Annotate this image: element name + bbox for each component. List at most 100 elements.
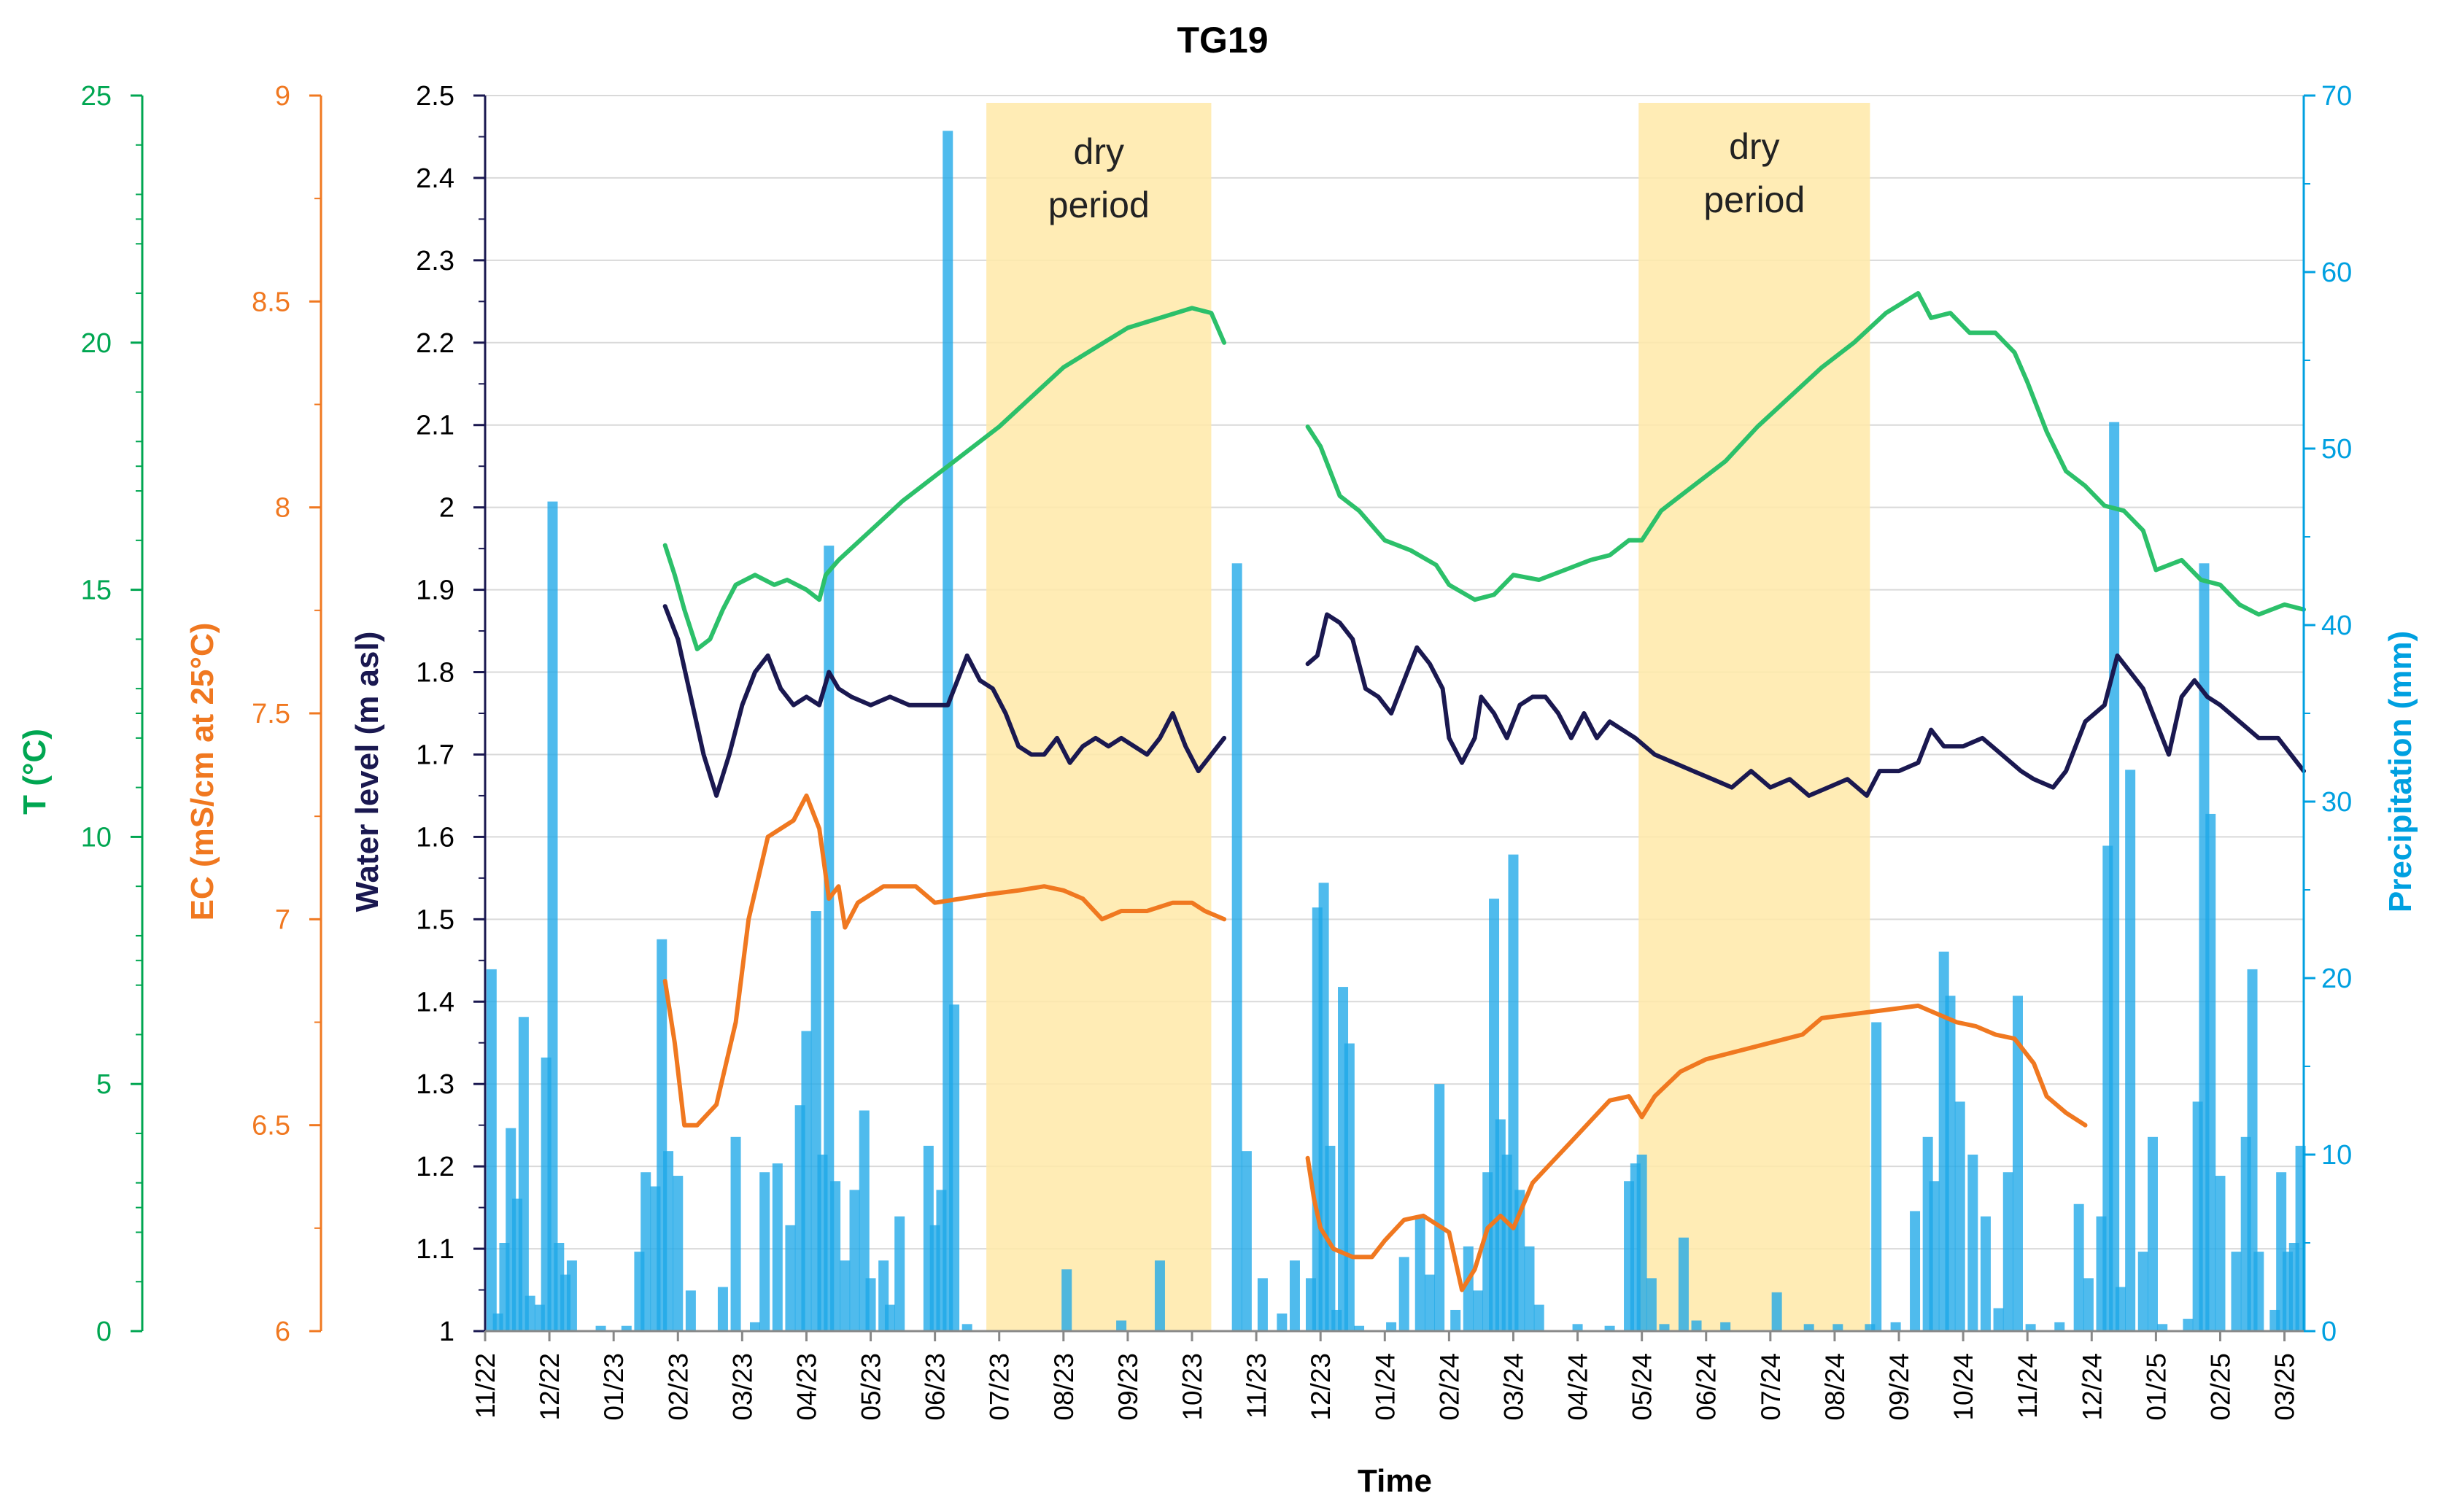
x-tick-label: 12/22 xyxy=(535,1353,565,1421)
x-tick-label: 10/24 xyxy=(1948,1353,1978,1421)
x-tick-label: 07/23 xyxy=(985,1353,1015,1421)
precipitation-bar xyxy=(486,969,497,1331)
x-tick-label: 08/23 xyxy=(1049,1353,1079,1421)
precipitation-bar xyxy=(685,1290,696,1331)
precipitation-tick-label: 30 xyxy=(2321,787,2352,818)
precipitation-bar xyxy=(2157,1324,2168,1331)
precipitation-tick-label: 10 xyxy=(2321,1140,2352,1171)
precipitation-bar xyxy=(1832,1324,1843,1331)
water_level-tick-label: 2.4 xyxy=(416,163,454,194)
water_level-tick-label: 1.8 xyxy=(416,658,454,689)
precipitation-bar xyxy=(1720,1322,1731,1331)
precipitation-bar xyxy=(1473,1290,1484,1331)
precipitation-bar xyxy=(1691,1320,1702,1331)
dry-period-band xyxy=(1638,103,1870,1331)
water_level-tick-label: 1.3 xyxy=(416,1069,454,1100)
precipitation-bar xyxy=(1414,1216,1425,1331)
precipitation-bar xyxy=(1954,1101,1965,1331)
precipitation-bar xyxy=(640,1172,651,1331)
precipitation-bar xyxy=(785,1225,796,1331)
x-tick-label: 03/23 xyxy=(727,1353,757,1421)
axes: 051015202566.577.588.5911.11.21.31.41.51… xyxy=(81,81,2353,1421)
x-tick-label: 01/25 xyxy=(2141,1353,2171,1421)
precipitation-bar xyxy=(717,1287,728,1331)
water-level-line xyxy=(1305,612,2306,798)
precipitation-bar xyxy=(1572,1324,1583,1331)
dry-period-shading xyxy=(986,103,1870,1331)
x-tick-label: 01/23 xyxy=(599,1353,629,1421)
precipitation-bar xyxy=(1514,1190,1525,1331)
precipitation-bar xyxy=(1398,1257,1409,1331)
x-tick-label: 05/23 xyxy=(856,1353,886,1421)
water_level-tick-label: 2.3 xyxy=(416,246,454,276)
x-tick-label: 02/24 xyxy=(1434,1353,1464,1421)
x-tick-label: 06/23 xyxy=(921,1353,951,1421)
precipitation-bar xyxy=(1678,1237,1689,1331)
chart-text: TG19 Time dry period dry period T (°C) EC (mS… xyxy=(17,20,2418,1499)
precipitation-bar xyxy=(1646,1278,1657,1331)
x-tick-label: 07/24 xyxy=(1756,1353,1786,1421)
water_level-tick-label: 1 xyxy=(439,1317,454,1347)
ec-tick-label: 6 xyxy=(275,1317,290,1347)
precipitation-bar xyxy=(840,1260,851,1331)
precipitation-bar xyxy=(2002,1172,2013,1331)
precipitation-axis-label: Precipitation (mm) xyxy=(2383,631,2418,912)
x-tick-label: 10/23 xyxy=(1177,1353,1207,1421)
precipitation-bar xyxy=(566,1260,577,1331)
precipitation-bar xyxy=(1533,1304,1544,1331)
x-tick-label: 02/25 xyxy=(2205,1353,2235,1421)
water_level-tick-label: 1.9 xyxy=(416,575,454,606)
water_level-tick-label: 1.1 xyxy=(416,1234,454,1265)
x-tick-label: 06/24 xyxy=(1692,1353,1722,1421)
precipitation-bar xyxy=(1386,1322,1397,1331)
precipitation-bar xyxy=(2054,1322,2065,1331)
precipitation-bar xyxy=(1434,1084,1445,1331)
x-tick-label: 05/24 xyxy=(1628,1353,1657,1421)
precipitation-bar xyxy=(1241,1151,1252,1331)
precipitation-bar xyxy=(1980,1216,1991,1331)
water_level-tick-label: 2 xyxy=(439,493,454,524)
x-tick-label: 02/23 xyxy=(663,1353,693,1421)
precipitation-tick-label: 50 xyxy=(2321,434,2352,465)
precipitation-bar xyxy=(1154,1260,1165,1331)
precipitation-bar xyxy=(1865,1324,1876,1331)
ec-line xyxy=(662,793,1227,1128)
x-tick-label: 03/25 xyxy=(2270,1353,2300,1421)
dry-period-label: dry xyxy=(1729,126,1779,167)
precipitation-bar xyxy=(621,1325,632,1331)
precipitation-bar xyxy=(2073,1203,2084,1331)
precipitation-bar xyxy=(2115,1287,2126,1331)
x-tick-label: 12/24 xyxy=(2077,1353,2107,1421)
precipitation-bar xyxy=(2125,769,2136,1331)
precipitation-bar xyxy=(1061,1269,1072,1331)
x-tick-label: 12/23 xyxy=(1306,1353,1336,1421)
x-tick-label: 11/22 xyxy=(471,1353,500,1419)
precipitation-tick-label: 60 xyxy=(2321,257,2352,288)
precipitation-bar xyxy=(859,1110,870,1331)
ec-axis-label: EC (mS/cm at 25°C) xyxy=(185,623,220,921)
ec-tick-label: 6.5 xyxy=(252,1111,290,1141)
precipitation-bar xyxy=(772,1163,783,1331)
precipitation-bar xyxy=(1463,1246,1474,1331)
precipitation-bar xyxy=(1231,563,1242,1331)
precipitation-tick-label: 0 xyxy=(2321,1317,2337,1347)
precipitation-bar xyxy=(1967,1155,1978,1331)
precipitation-bar xyxy=(1890,1322,1901,1331)
temperature-tick-label: 10 xyxy=(81,822,112,853)
precipitation-bar xyxy=(1993,1308,2004,1331)
precipitation-bar xyxy=(595,1325,606,1331)
ec-tick-label: 7.5 xyxy=(252,699,290,729)
precipitation-bar xyxy=(1277,1313,1288,1331)
water_level-tick-label: 1.6 xyxy=(416,822,454,853)
precipitation-tick-label: 20 xyxy=(2321,964,2352,994)
precipitation-bar xyxy=(2215,1176,2226,1331)
temperature-line xyxy=(662,306,1227,651)
dry-period-band xyxy=(986,103,1212,1331)
precipitation-tick-label: 70 xyxy=(2321,81,2352,112)
water_level-tick-label: 2.2 xyxy=(416,328,454,359)
water_level-tick-label: 1.4 xyxy=(416,987,454,1017)
temperature-tick-label: 15 xyxy=(81,575,112,606)
dry-period-label: period xyxy=(1703,179,1805,220)
x-tick-label: 04/24 xyxy=(1563,1353,1593,1421)
precipitation-bar xyxy=(2025,1324,2036,1331)
